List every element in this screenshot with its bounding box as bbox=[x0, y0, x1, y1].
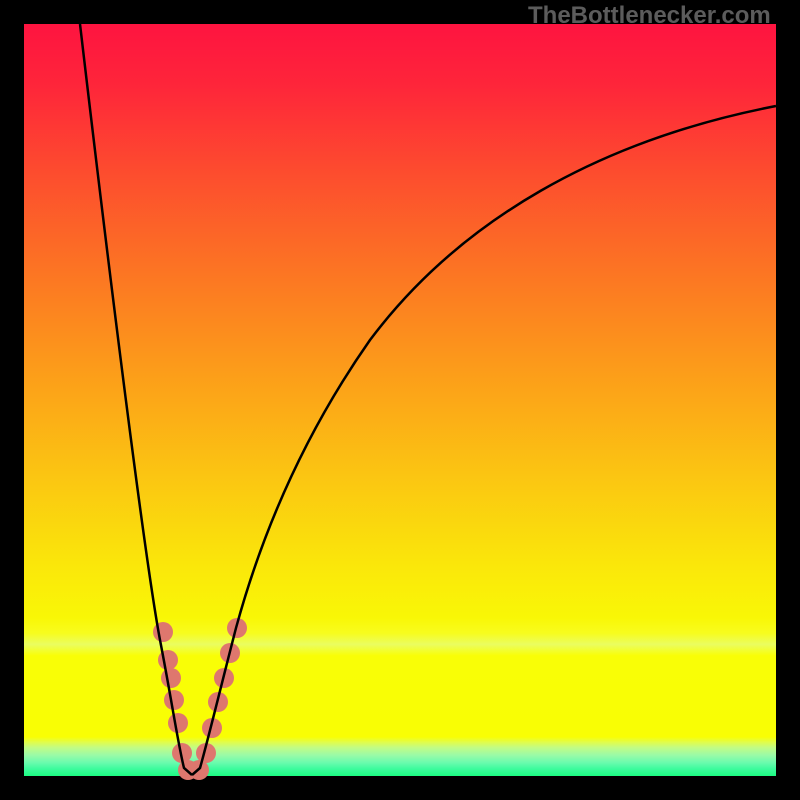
watermark-text: TheBottlenecker.com bbox=[528, 2, 771, 30]
chart-border bbox=[0, 0, 800, 800]
bottleneck-chart: TheBottlenecker.com bbox=[0, 0, 800, 800]
